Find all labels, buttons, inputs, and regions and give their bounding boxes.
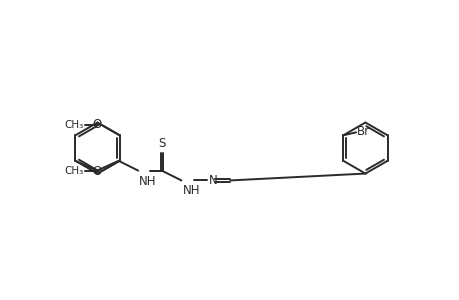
Text: O: O: [92, 165, 101, 178]
Text: S: S: [158, 137, 165, 150]
Text: NH: NH: [182, 184, 200, 197]
Text: Br: Br: [356, 125, 369, 138]
Text: CH₃: CH₃: [65, 120, 84, 130]
Text: NH: NH: [139, 175, 157, 188]
Text: N: N: [208, 174, 217, 187]
Text: O: O: [92, 118, 101, 131]
Text: CH₃: CH₃: [65, 166, 84, 176]
